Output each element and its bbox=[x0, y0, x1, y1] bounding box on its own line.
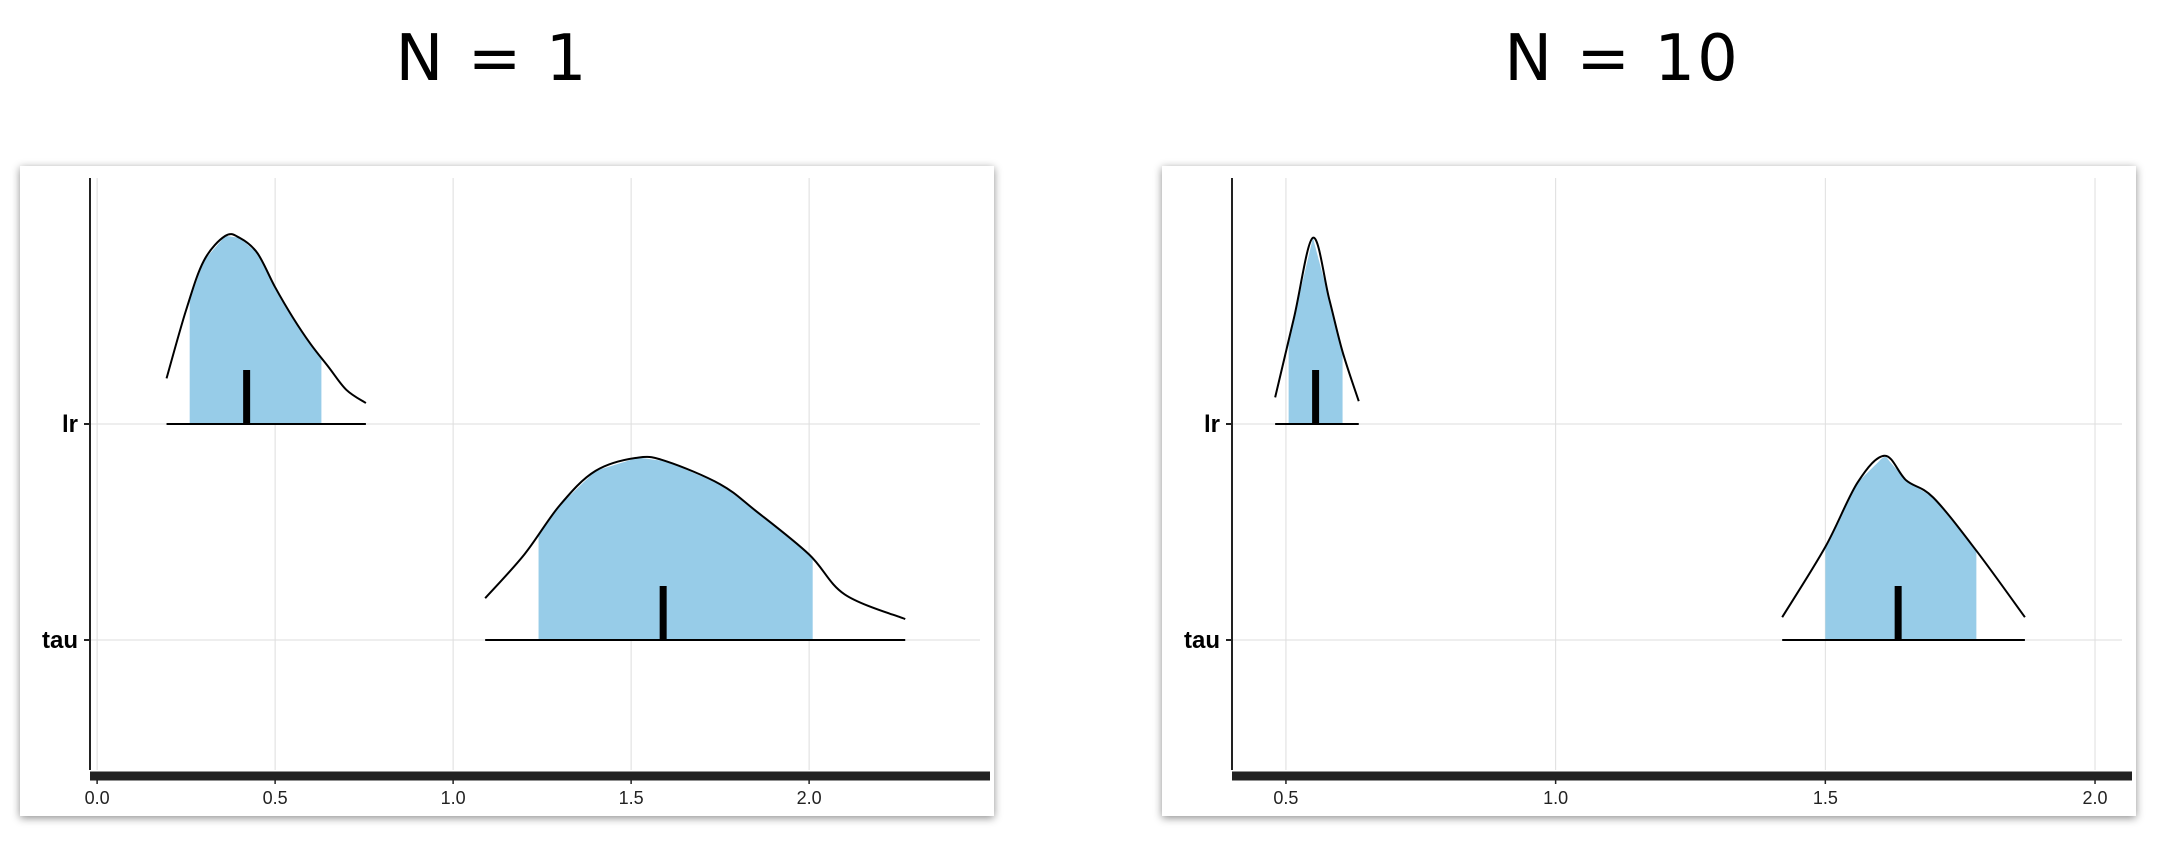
interval-fill-lr bbox=[189, 235, 322, 424]
interval-fill-tau bbox=[538, 458, 813, 640]
x-tick-label: 2.0 bbox=[797, 788, 822, 808]
chart-card-left: lr tau 0.0 0.5 1.0 1.5 2.0 bbox=[20, 166, 994, 816]
x-tick-label: 1.5 bbox=[619, 788, 644, 808]
x-tick-label: 0.5 bbox=[263, 788, 288, 808]
y-tick-label: lr bbox=[62, 411, 78, 438]
density-chart-right: lr tau 0.5 1.0 1.5 2.0 bbox=[1184, 178, 2132, 808]
x-tick-label: 1.5 bbox=[1813, 788, 1838, 808]
interval-fill-tau bbox=[1825, 456, 1977, 640]
x-tick-label: 0.5 bbox=[1273, 788, 1298, 808]
y-tick-label: tau bbox=[42, 627, 78, 654]
x-tick-label: 1.0 bbox=[1543, 788, 1568, 808]
x-tick-label: 0.0 bbox=[85, 788, 110, 808]
interval-fill-lr bbox=[1288, 237, 1343, 424]
chart-card-right: lr tau 0.5 1.0 1.5 2.0 bbox=[1162, 166, 2136, 816]
panel-title-left: N = 1 bbox=[395, 22, 589, 96]
density-curve-tau bbox=[484, 455, 906, 621]
density-curve-lr bbox=[1274, 236, 1360, 402]
density-curve-lr bbox=[165, 233, 367, 404]
x-tick-label: 1.0 bbox=[441, 788, 466, 808]
x-tick-label: 2.0 bbox=[2083, 788, 2108, 808]
y-tick-label: lr bbox=[1204, 411, 1220, 438]
density-chart-left: lr tau 0.0 0.5 1.0 1.5 2.0 bbox=[42, 178, 990, 808]
panel-title-right: N = 10 bbox=[1504, 22, 1740, 96]
y-tick-label: tau bbox=[1184, 627, 1220, 654]
density-curve-tau bbox=[1781, 454, 2026, 618]
